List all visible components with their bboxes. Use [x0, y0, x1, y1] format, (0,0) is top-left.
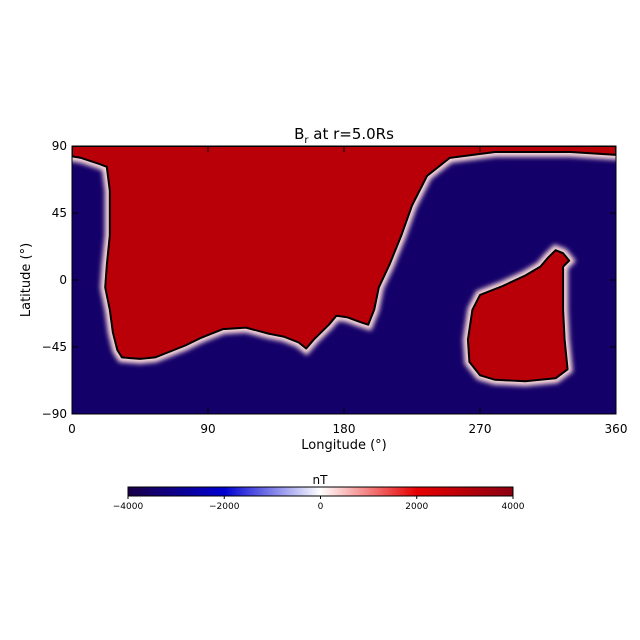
y-tick-label: 0	[59, 273, 67, 287]
heatmap-plot-area	[72, 146, 616, 414]
colorbar-tick-label: −2000	[209, 502, 240, 512]
chart-title-rest: at r=5.0Rs	[308, 125, 394, 143]
x-tick-label: 0	[68, 422, 76, 436]
colorbar-ticks: −4000 −2000 0 2000 4000	[113, 496, 525, 512]
x-tick-label: 360	[605, 422, 628, 436]
x-axis-label: Longitude (°)	[301, 438, 386, 453]
x-tick-label: 90	[200, 422, 215, 436]
y-axis-label: Latitude (°)	[19, 243, 34, 317]
polarity-inversion-line-2	[466, 249, 571, 383]
y-tick-label: 45	[52, 206, 67, 220]
positive-region-2	[467, 250, 570, 382]
chart-title: Br at r=5.0Rs	[294, 125, 394, 146]
colorbar-tick-label: 0	[318, 502, 324, 512]
chart-title-subscript: r	[304, 135, 309, 146]
y-tick-label: −90	[42, 407, 67, 421]
x-tick-label: 180	[333, 422, 356, 436]
colorbar-tick-label: 2000	[405, 502, 428, 512]
colorbar-tick-label: −4000	[113, 502, 144, 512]
y-tick-label: −45	[42, 340, 67, 354]
y-tick-label: 90	[52, 139, 67, 153]
x-tick-label: 270	[469, 422, 492, 436]
polarity-inversion-line-1	[72, 146, 616, 360]
colorbar	[127, 486, 514, 497]
positive-region-1	[72, 146, 616, 359]
chart-title-main: B	[294, 125, 304, 143]
colorbar-tick-label: 4000	[502, 502, 525, 512]
colorbar-label: nT	[313, 473, 329, 487]
y-axis: −90 −45 0 45 90	[42, 139, 616, 421]
x-axis: 0 90 180 270 360	[68, 146, 627, 436]
